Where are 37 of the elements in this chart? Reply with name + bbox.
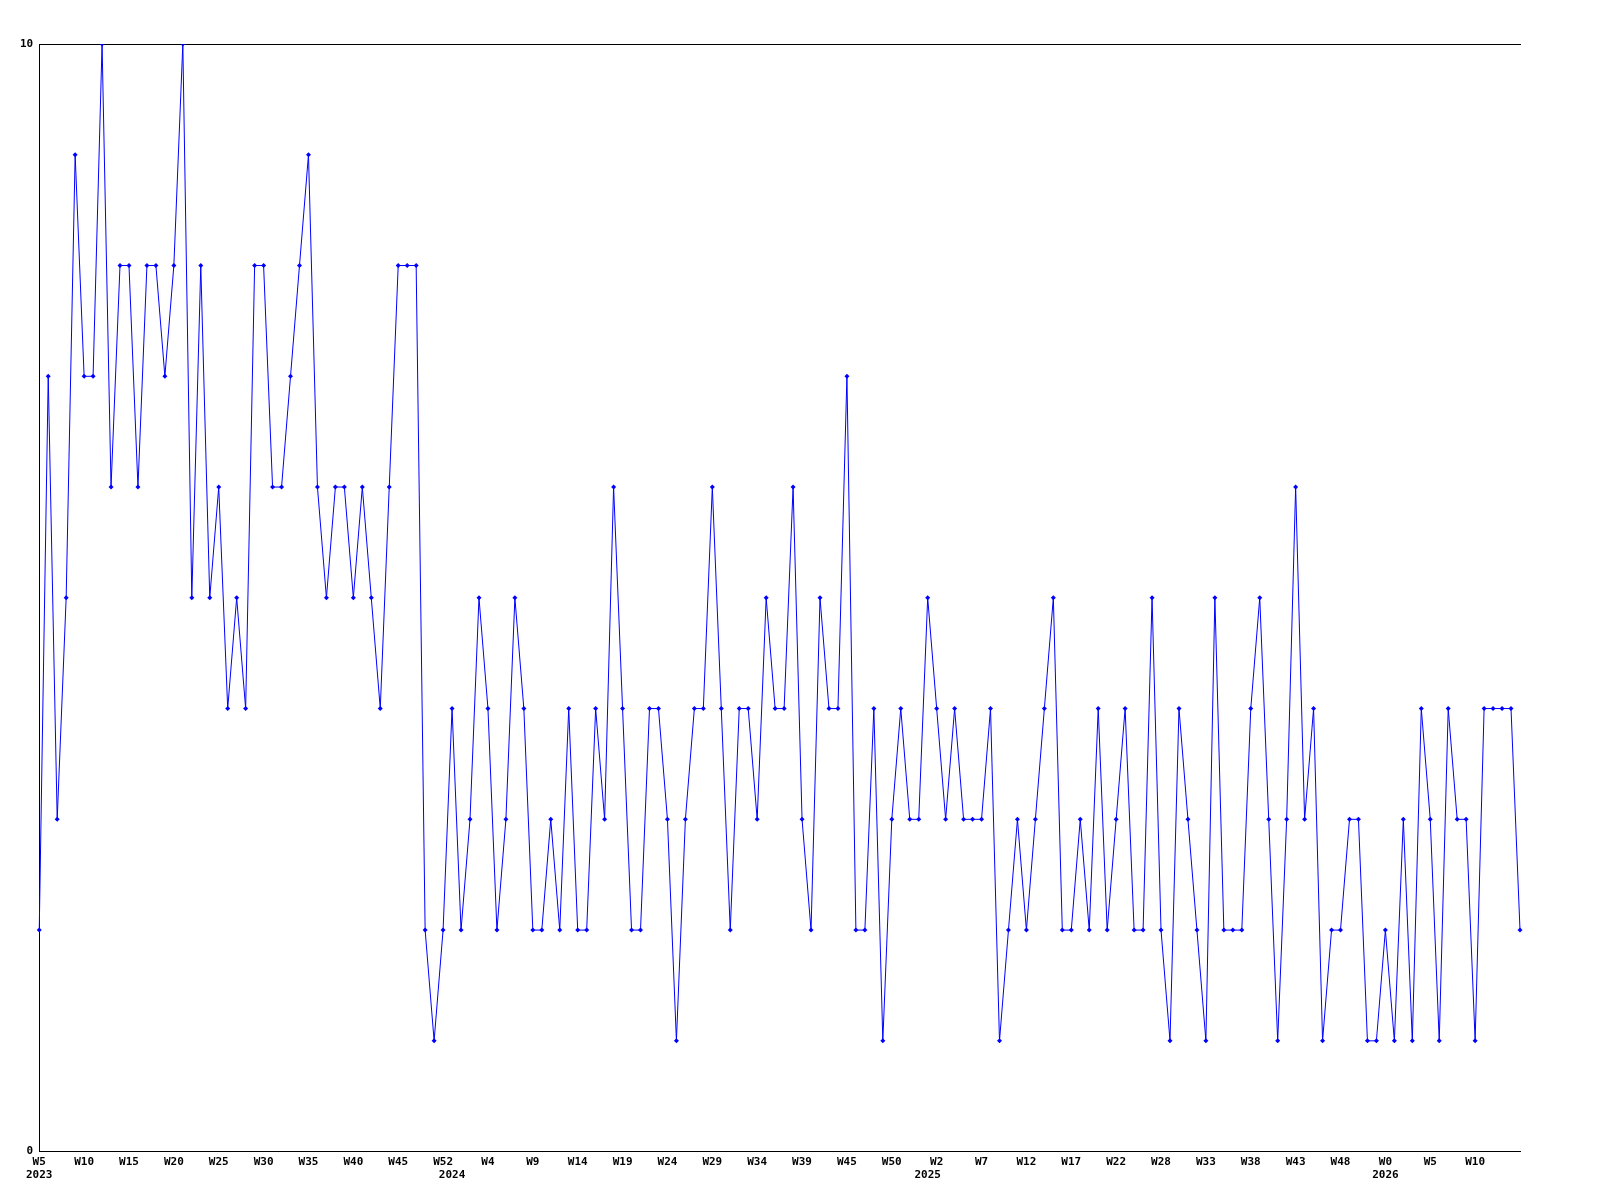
x-tick-label: W9: [526, 1155, 540, 1169]
x-tick-label: W30: [253, 1155, 274, 1169]
x-tick-label: W40: [343, 1155, 364, 1169]
x-tick-label: W39: [792, 1155, 812, 1169]
x-tick-label: W0 2026: [1372, 1155, 1399, 1182]
x-tick-label: W34: [747, 1155, 768, 1169]
x-tick-label: W10: [74, 1155, 95, 1169]
x-tick-label: W22: [1106, 1155, 1127, 1169]
x-tick-label: W33: [1195, 1155, 1216, 1169]
x-tick-label: W24: [657, 1155, 678, 1169]
x-tick-label: W15: [119, 1155, 139, 1169]
x-tick-label: W45: [836, 1155, 857, 1169]
x-tick-label: W19: [612, 1155, 633, 1169]
x-tick-label: W50: [881, 1155, 902, 1169]
x-tick-label: W25: [208, 1155, 229, 1169]
x-tick-label: W48: [1330, 1155, 1351, 1169]
x-tick-label: W4: [481, 1155, 495, 1169]
x-tick-label: W45: [388, 1155, 409, 1169]
x-tick-label: W7: [974, 1155, 989, 1169]
x-tick-label: W43: [1285, 1155, 1306, 1169]
x-tick-label: W52: [433, 1155, 454, 1169]
x-tick-label: W20: [163, 1155, 184, 1169]
x-tick-label: W5 2023: [26, 1155, 53, 1182]
x-tick-label: W14: [567, 1155, 589, 1169]
y-tick-label: 10: [20, 36, 34, 50]
x-tick-label: W5: [1423, 1155, 1437, 1169]
x-tick-label: W12: [1016, 1155, 1037, 1169]
x-tick-label: 2024: [438, 1168, 466, 1182]
y-tick-label: 0: [26, 1144, 34, 1158]
x-tick-label: W10: [1465, 1155, 1486, 1169]
x-tick-label: W35: [298, 1155, 319, 1169]
x-tick-label: W38: [1240, 1155, 1261, 1169]
x-tick-label: W29: [702, 1155, 723, 1169]
x-tick-label: W2: [930, 1155, 944, 1169]
x-tick-label: W17: [1061, 1155, 1082, 1169]
x-tick-label: W28: [1151, 1155, 1171, 1169]
x-tick-label: 2025: [914, 1168, 941, 1182]
